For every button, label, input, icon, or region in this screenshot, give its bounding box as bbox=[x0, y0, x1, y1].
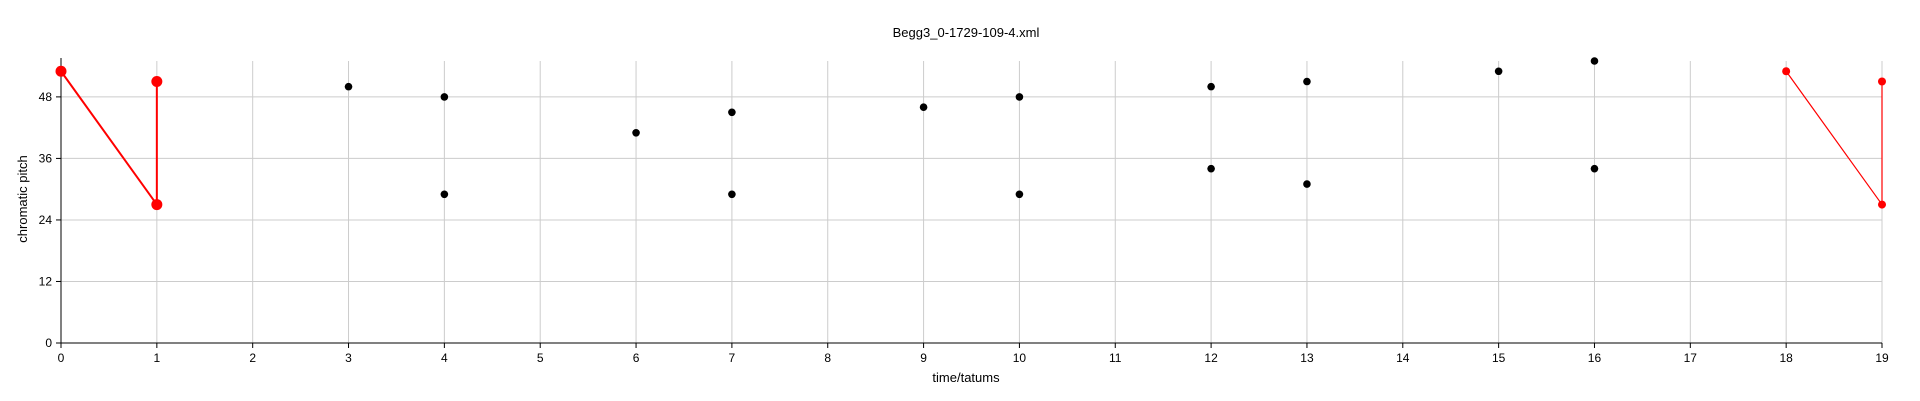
x-tick-label: 18 bbox=[1779, 351, 1793, 365]
data-point bbox=[632, 128, 640, 137]
x-tick-label: 10 bbox=[1013, 351, 1027, 365]
y-tick-label: 36 bbox=[39, 151, 53, 165]
highlight-point bbox=[1878, 200, 1886, 209]
x-tick-label: 14 bbox=[1396, 351, 1410, 365]
data-point bbox=[1015, 190, 1024, 199]
x-tick-label: 17 bbox=[1684, 351, 1698, 365]
highlight-point bbox=[1782, 67, 1791, 76]
y-tick-label: 0 bbox=[45, 336, 52, 350]
data-point bbox=[1015, 93, 1024, 101]
x-tick-label: 3 bbox=[345, 351, 352, 365]
x-tick-label: 19 bbox=[1875, 351, 1889, 365]
chart-title: Begg3_0-1729-109-4.xml bbox=[893, 25, 1040, 40]
x-tick-label: 2 bbox=[249, 351, 256, 365]
data-point bbox=[1590, 164, 1599, 173]
x-tick-label: 0 bbox=[58, 351, 65, 365]
data-point bbox=[1494, 67, 1503, 76]
data-point bbox=[919, 103, 928, 111]
x-tick-label: 1 bbox=[153, 351, 160, 365]
data-point bbox=[440, 190, 449, 199]
axes bbox=[60, 58, 1882, 344]
data-point bbox=[344, 82, 353, 91]
x-tick-label: 16 bbox=[1588, 351, 1602, 365]
y-tick-label: 48 bbox=[39, 90, 53, 104]
x-tick-label: 11 bbox=[1109, 351, 1122, 365]
highlight-line bbox=[60, 70, 158, 208]
highlight-line bbox=[1785, 70, 1883, 207]
x-tick-label: 12 bbox=[1204, 351, 1218, 365]
grid bbox=[61, 61, 1883, 343]
x-tick-label: 7 bbox=[729, 351, 736, 365]
x-tick-label: 4 bbox=[441, 351, 448, 365]
y-tick-label: 12 bbox=[39, 274, 53, 288]
x-tick-label: 5 bbox=[537, 351, 544, 365]
data-point bbox=[440, 93, 449, 101]
x-tick-label: 9 bbox=[920, 351, 927, 365]
data-point bbox=[1207, 82, 1215, 91]
x-tick-label: 13 bbox=[1300, 351, 1314, 365]
data-point bbox=[1303, 77, 1311, 86]
data-point bbox=[728, 190, 736, 199]
x-axis-ticks: 0 1 2 3 4 5 6 7 8 9 10 11 12 13 14 15 16 17 18 19 bbox=[58, 343, 1889, 365]
data-point bbox=[1303, 180, 1311, 188]
y-axis-ticks: 0 12 24 36 48 bbox=[39, 90, 61, 350]
x-tick-label: 6 bbox=[633, 351, 640, 365]
data-point bbox=[1207, 164, 1215, 173]
x-axis-title: time/tatums bbox=[932, 370, 1000, 385]
highlight-paths bbox=[55, 65, 1886, 211]
data-points bbox=[344, 57, 1599, 199]
highlight-point bbox=[55, 65, 67, 77]
y-tick-label: 24 bbox=[39, 213, 53, 227]
data-point bbox=[728, 108, 736, 117]
highlight-point bbox=[1878, 77, 1886, 86]
highlight-point bbox=[151, 199, 163, 211]
data-point bbox=[1590, 57, 1599, 65]
x-tick-label: 15 bbox=[1492, 351, 1506, 365]
x-tick-label: 8 bbox=[824, 351, 831, 365]
y-axis-title: chromatic pitch bbox=[15, 155, 30, 242]
highlight-point bbox=[151, 76, 163, 88]
